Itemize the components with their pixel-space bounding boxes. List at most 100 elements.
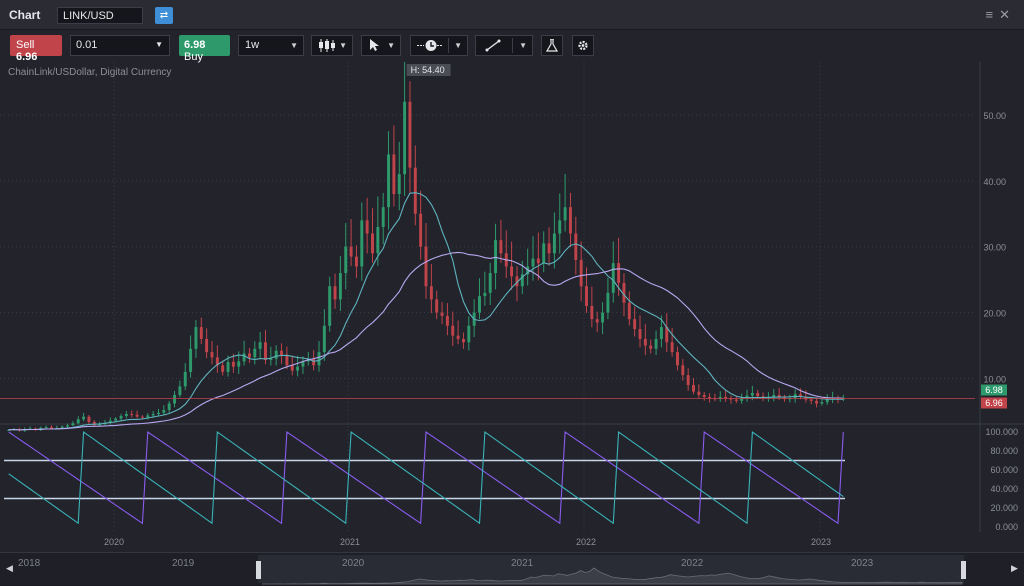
candle-body: [333, 286, 337, 300]
nav-year-label: 2023: [851, 558, 874, 569]
timeframe-select[interactable]: 1w ▼: [238, 35, 304, 56]
candle-body: [194, 327, 198, 349]
candle-body: [87, 416, 91, 422]
navigator-right-handle[interactable]: [961, 561, 966, 579]
divider: [448, 38, 449, 53]
candle-body: [617, 263, 621, 283]
candle-body: [756, 392, 760, 397]
nav-year-label: 2020: [342, 558, 365, 569]
candle-body: [119, 416, 123, 419]
moving-averages: [8, 192, 844, 431]
x-tick-label: 2022: [576, 537, 596, 547]
candle-body: [467, 325, 471, 343]
axes: 10.00 20.00 30.00 40.00 50.00 0.000 20.000 40.0…: [104, 111, 1018, 547]
candle-body: [162, 410, 166, 413]
candle-body: [654, 338, 658, 349]
chart-canvas[interactable]: 6.98 6.96 H: 54.40 10.00 20.00 30.00 40.00 50.…: [0, 53, 1024, 552]
swap-icon[interactable]: ⇄: [155, 7, 173, 24]
high-label-bg: [406, 64, 451, 76]
candle-body: [649, 345, 653, 349]
settings-button[interactable]: [572, 35, 594, 56]
price-chart[interactable]: 6.98 6.96 H: 54.40 10.00 20.00 30.00 40.00 50.…: [0, 53, 1024, 552]
candle-body: [697, 391, 701, 395]
scroll-right-icon[interactable]: ▶: [1011, 563, 1018, 573]
ma-fast-line: [8, 192, 844, 431]
candle-body: [488, 273, 492, 293]
candle-body: [638, 329, 642, 339]
time-navigator[interactable]: ◀ ▶ 2018 2019 2020 2021 2022 2023: [0, 552, 1024, 585]
navigator-track: 2018 2019 2020 2021 2022 2023: [18, 555, 966, 585]
candle-body: [301, 361, 305, 367]
candle-body: [724, 396, 728, 399]
nav-year-label: 2019: [172, 558, 195, 569]
candle-body: [633, 319, 637, 330]
x-tick-label: 2021: [340, 537, 360, 547]
chevron-down-icon: ▼: [519, 41, 527, 50]
nav-year-label: 2022: [681, 558, 704, 569]
osc-tick-label: 20.000: [990, 503, 1018, 513]
candle-body: [574, 233, 578, 260]
navigator-left-handle[interactable]: [256, 561, 261, 579]
candle-body: [547, 243, 551, 254]
candle-body: [440, 312, 444, 316]
candle-body: [360, 220, 364, 267]
candle-body: [515, 276, 519, 287]
candle-body: [151, 414, 155, 416]
candle-body: [510, 266, 514, 277]
window-title: Chart: [9, 8, 41, 22]
grid: [0, 62, 1024, 532]
candle-body: [146, 415, 150, 418]
y-tick-label: 50.00: [983, 111, 1006, 121]
ask-tag-bg: [981, 384, 1007, 396]
candle-body: [601, 312, 605, 323]
candle-body: [285, 355, 289, 366]
candle-body: [130, 414, 134, 416]
candle-body: [226, 362, 230, 372]
candle-body: [269, 358, 273, 361]
buy-button[interactable]: 6.98 Buy: [179, 35, 230, 63]
candle-body: [387, 154, 391, 208]
candle-body: [178, 386, 182, 395]
cursor-select[interactable]: ▼: [361, 35, 401, 56]
chevron-down-icon: ▼: [339, 41, 347, 50]
indicators-button[interactable]: [541, 35, 563, 56]
chart-type-select[interactable]: ▼: [311, 35, 353, 56]
candle-body: [659, 327, 663, 339]
symbol-input[interactable]: LINK/USD: [57, 7, 143, 24]
scroll-left-icon[interactable]: ◀: [6, 563, 13, 573]
y-tick-label: 20.00: [983, 309, 1006, 319]
candle-body: [686, 375, 690, 386]
instrument-description: ChainLink/USDollar, Digital Currency: [8, 67, 172, 78]
candle-body: [478, 296, 481, 313]
candle-body: [708, 396, 712, 399]
sell-button[interactable]: Sell 6.96: [10, 35, 62, 63]
candle-body: [221, 365, 225, 372]
candle-body: [189, 348, 193, 372]
candle-body: [215, 357, 219, 366]
quantity-select[interactable]: 0.01 ▼: [70, 35, 170, 56]
candle-body: [167, 403, 171, 411]
candle-body: [338, 273, 342, 300]
candle-body: [579, 259, 583, 287]
close-icon[interactable]: ✕: [999, 7, 1016, 22]
candle-body: [424, 246, 428, 287]
x-tick-label: 2020: [104, 537, 124, 547]
y-tick-label: 30.00: [983, 243, 1006, 253]
candle-body: [237, 361, 241, 367]
chevron-down-icon: ▼: [290, 41, 298, 50]
candle-body: [692, 385, 695, 392]
clock-icon: [417, 40, 443, 51]
draw-select[interactable]: ▼: [475, 35, 533, 56]
candle-body: [50, 427, 53, 429]
candle-body: [312, 358, 316, 366]
nav-year-label: 2021: [511, 558, 534, 569]
candle-body: [841, 398, 845, 400]
y-tick-label: 10.00: [983, 374, 1006, 384]
candle-body: [745, 395, 749, 399]
chevron-down-icon: ▼: [387, 41, 395, 50]
candle-body: [563, 207, 567, 221]
candle-body: [718, 396, 722, 399]
hamburger-icon[interactable]: ≡: [985, 7, 1000, 22]
time-select[interactable]: ▼: [410, 35, 468, 56]
